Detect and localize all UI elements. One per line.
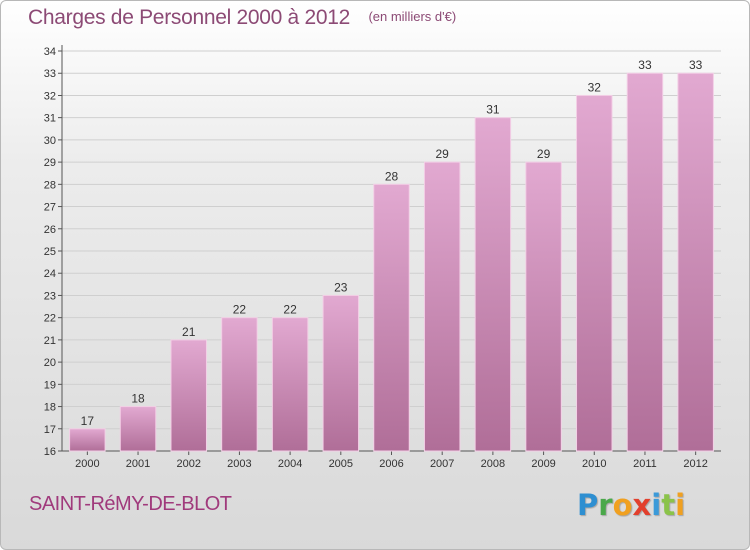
bar-value-label: 33: [689, 58, 703, 72]
y-tick-label: 17: [44, 424, 56, 436]
logo-letter: r: [598, 488, 613, 522]
y-tick-label: 19: [44, 379, 56, 391]
x-tick-label: 2003: [227, 458, 251, 470]
y-tick-label: 16: [44, 446, 56, 458]
x-tick-label: 2011: [633, 458, 657, 470]
chart-title: Charges de Personnel 2000 à 2012: [28, 6, 350, 29]
x-tick-label: 2000: [75, 458, 99, 470]
bar: [423, 161, 461, 452]
y-tick-label: 27: [44, 202, 56, 214]
chart-subtitle: (en milliers d'€): [368, 9, 457, 24]
bar-value-label: 33: [638, 58, 652, 72]
y-tick-label: 25: [44, 246, 56, 258]
x-tick-label: 2004: [278, 458, 302, 470]
bar-value-label: 28: [385, 169, 399, 183]
bars: [69, 72, 714, 452]
bar-value-label: 23: [334, 280, 348, 294]
x-tick-label: 2009: [531, 458, 555, 470]
bar: [525, 161, 562, 452]
bar: [69, 428, 106, 452]
bar: [221, 317, 258, 452]
commune-name: SAINT-RéMY-DE-BLOT: [29, 493, 232, 515]
x-tick-label: 2007: [430, 458, 454, 470]
bar-value-label: 31: [486, 103, 500, 117]
y-tick-label: 26: [44, 224, 56, 236]
logo-letter: i: [675, 488, 686, 522]
y-tick-label: 30: [44, 135, 56, 147]
x-tick-label: 2012: [683, 458, 707, 470]
bar-value-label: 21: [182, 325, 196, 339]
bar: [271, 317, 309, 452]
x-tick-label: 2001: [126, 458, 150, 470]
bar-value-label: 29: [436, 147, 450, 161]
y-tick-label: 21: [44, 335, 56, 347]
x-tick-label: 2010: [582, 458, 606, 470]
y-tick-label: 18: [44, 402, 56, 414]
bar: [474, 117, 512, 452]
y-tick-label: 28: [44, 179, 56, 191]
bar-value-label: 32: [588, 80, 602, 94]
y-tick-label: 23: [44, 290, 56, 302]
y-tick-label: 32: [44, 90, 56, 102]
y-tick-label: 33: [44, 68, 56, 80]
bar: [677, 72, 714, 452]
bar: [576, 94, 613, 452]
bar-value-label: 18: [131, 392, 145, 406]
y-tick-label: 34: [44, 46, 56, 58]
value-labels: 17 18 21 22 22 23 28 29 31 29 32 33 33: [81, 58, 703, 428]
bar: [322, 294, 360, 452]
proxiti-logo: Proxiti: [577, 488, 685, 522]
bar-value-label: 29: [537, 147, 551, 161]
x-tick-label: 2005: [329, 458, 353, 470]
logo-letter: i: [651, 488, 662, 522]
logo-letter: o: [612, 488, 633, 522]
bar: [373, 183, 410, 452]
logo-letter: x: [632, 488, 652, 522]
logo-letter: t: [661, 488, 676, 522]
x-tick-label: 2006: [379, 458, 403, 470]
title-row: Charges de Personnel 2000 à 2012 (en mil…: [28, 6, 456, 30]
bar-value-label: 17: [81, 414, 95, 428]
logo-letter: P: [577, 488, 599, 522]
bar-value-label: 22: [283, 303, 297, 317]
y-tick-label: 29: [44, 157, 56, 169]
x-tick-label: 2008: [481, 458, 505, 470]
x-tick-label: 2002: [176, 458, 200, 470]
bar: [119, 406, 157, 452]
y-tick-label: 20: [44, 357, 56, 369]
bar-value-label: 22: [233, 303, 247, 317]
y-tick-label: 22: [44, 313, 56, 325]
bar: [170, 339, 207, 452]
y-tick-label: 24: [44, 268, 56, 280]
bar: [626, 72, 664, 452]
y-tick-label: 31: [44, 113, 56, 125]
